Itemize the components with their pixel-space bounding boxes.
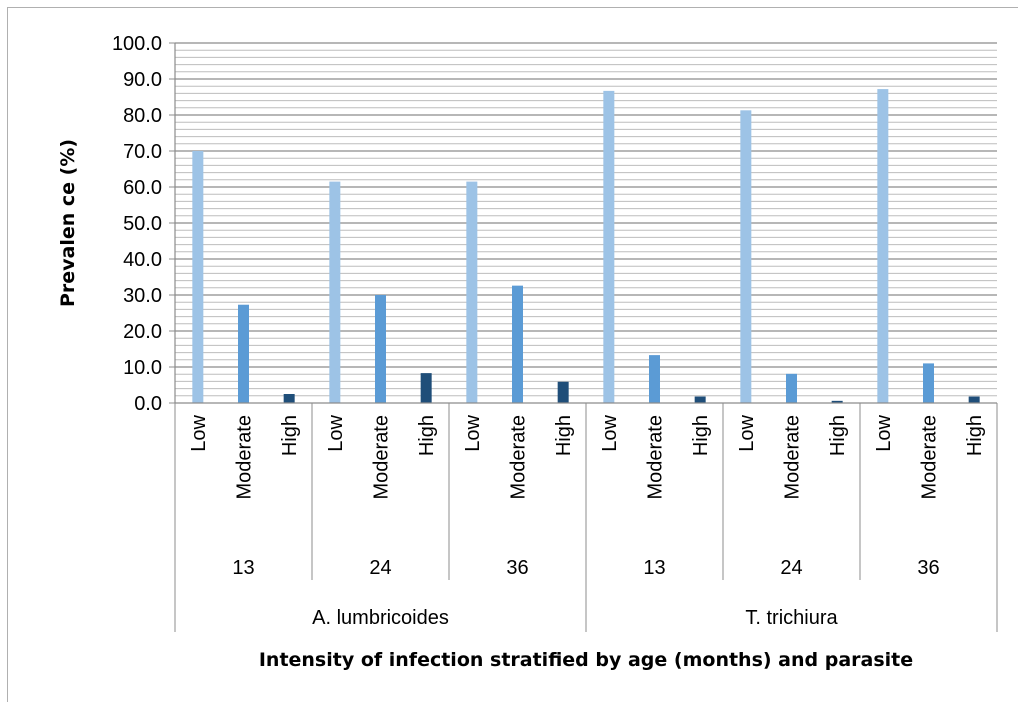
intensity-label: Low bbox=[599, 414, 621, 451]
bar-low bbox=[329, 181, 341, 403]
age-label: 13 bbox=[232, 557, 254, 579]
intensity-label: Moderate bbox=[919, 415, 941, 500]
age-label: 36 bbox=[917, 557, 939, 579]
y-tick-label: 70.0 bbox=[123, 141, 162, 163]
bar-high bbox=[968, 396, 980, 403]
intensity-label: Low bbox=[188, 414, 210, 451]
intensity-label: Moderate bbox=[782, 415, 804, 500]
grid-lines bbox=[175, 42, 997, 397]
y-tick-label: 80.0 bbox=[123, 105, 162, 127]
intensity-label: High bbox=[416, 415, 438, 456]
axes bbox=[169, 42, 998, 632]
y-tick-label: 30.0 bbox=[123, 285, 162, 307]
bar-moderate bbox=[923, 363, 934, 403]
y-tick-label: 0.0 bbox=[134, 393, 162, 415]
bar-low bbox=[192, 151, 204, 403]
x-category-labels: Low Moderate High 13 Low Moderate High 24 Low Mod… bbox=[188, 414, 986, 629]
intensity-label: Moderate bbox=[234, 415, 256, 500]
y-tick-label: 50.0 bbox=[123, 213, 162, 235]
x-axis-title: Intensity of infection stratified by age… bbox=[259, 649, 913, 671]
bar-low bbox=[603, 90, 615, 403]
y-tick-label: 20.0 bbox=[123, 321, 162, 343]
y-axis-title: Prevalen ce (%) bbox=[57, 139, 79, 307]
bar-moderate bbox=[375, 295, 386, 403]
bar-high bbox=[420, 373, 432, 403]
y-tick-label: 40.0 bbox=[123, 249, 162, 271]
bar-high bbox=[283, 394, 295, 403]
intensity-label: High bbox=[964, 415, 986, 456]
bar-moderate bbox=[649, 355, 660, 403]
bar-high bbox=[557, 381, 569, 403]
intensity-label: Moderate bbox=[645, 415, 667, 500]
intensity-label: High bbox=[690, 415, 712, 456]
bar-low bbox=[877, 89, 889, 403]
bar-high bbox=[694, 396, 706, 403]
intensity-label: Low bbox=[736, 414, 758, 451]
intensity-label: High bbox=[553, 415, 575, 456]
chart-frame bbox=[7, 7, 1018, 702]
intensity-label: Low bbox=[873, 414, 895, 451]
bar-low bbox=[740, 110, 752, 403]
bars bbox=[192, 89, 980, 403]
y-tick-label: 60.0 bbox=[123, 177, 162, 199]
bar-moderate bbox=[238, 304, 249, 403]
age-label: 24 bbox=[369, 557, 391, 579]
y-tick-labels: 0.0 10.0 20.0 30.0 40.0 50.0 60.0 70.0 80.0 90.0 1… bbox=[112, 33, 162, 415]
bar-moderate bbox=[512, 285, 523, 403]
age-label: 24 bbox=[780, 557, 802, 579]
y-tick-label: 90.0 bbox=[123, 69, 162, 91]
intensity-label: High bbox=[279, 415, 301, 456]
intensity-label: High bbox=[827, 415, 849, 456]
y-tick-label: 10.0 bbox=[123, 357, 162, 379]
age-label: 13 bbox=[643, 557, 665, 579]
intensity-label: Moderate bbox=[508, 415, 530, 500]
age-label: 36 bbox=[506, 557, 528, 579]
parasite-label: T. trichiura bbox=[745, 607, 838, 629]
bar-low bbox=[466, 181, 478, 403]
intensity-label: Moderate bbox=[371, 415, 393, 500]
bar-high bbox=[831, 400, 843, 403]
intensity-label: Low bbox=[325, 414, 347, 451]
bar-moderate bbox=[786, 373, 797, 403]
y-tick-label: 100.0 bbox=[112, 33, 162, 55]
parasite-label: A. lumbricoides bbox=[312, 607, 449, 629]
intensity-label: Low bbox=[462, 414, 484, 451]
